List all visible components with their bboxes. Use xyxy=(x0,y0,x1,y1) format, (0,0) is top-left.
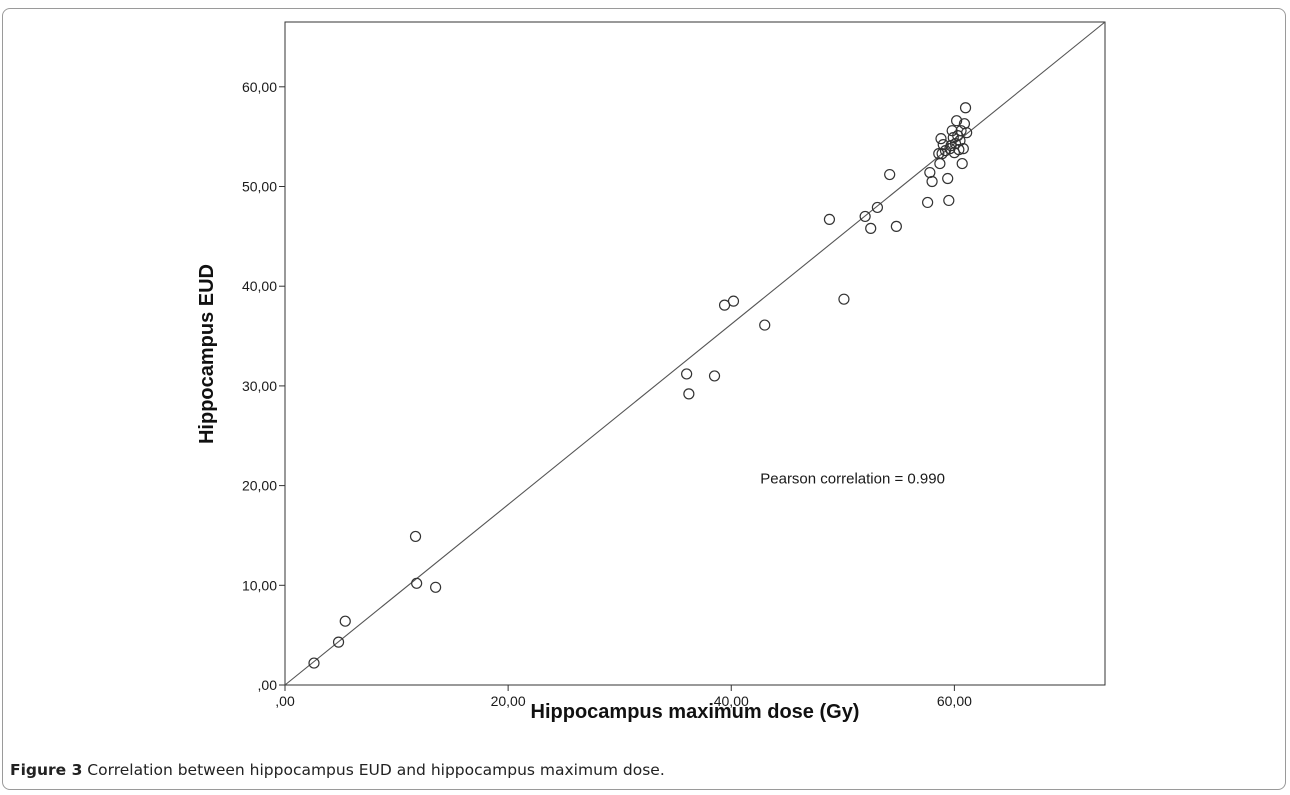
data-point-43 xyxy=(936,148,948,160)
y-tick-label-0: ,00 xyxy=(258,677,278,693)
data-point-5 xyxy=(430,581,442,593)
x-axis-title: Hippocampus maximum dose (Gy) xyxy=(531,701,860,723)
data-point-19 xyxy=(922,196,934,209)
caption-text: Correlation between hippocampus EUD and … xyxy=(82,761,665,779)
x-tick-label-1: 20,00 xyxy=(491,693,526,709)
fit-line xyxy=(284,21,1106,686)
data-point-3 xyxy=(409,530,422,543)
x-axis: ,00 20,00 40,00 60,00 xyxy=(275,685,972,709)
data-point-12 xyxy=(823,213,836,226)
data-points xyxy=(308,102,973,669)
y-tick-label-6: 60,00 xyxy=(242,79,277,95)
data-point-0 xyxy=(308,657,320,669)
data-point-17 xyxy=(884,168,896,181)
data-point-41 xyxy=(959,102,972,114)
data-point-24 xyxy=(935,133,947,145)
data-point-15 xyxy=(865,222,877,234)
y-tick-label-5: 50,00 xyxy=(242,179,277,195)
x-tick-label-3: 60,00 xyxy=(937,693,972,709)
data-point-21 xyxy=(926,175,938,188)
y-tick-label-1: 10,00 xyxy=(242,577,277,593)
data-point-4 xyxy=(411,577,423,589)
data-point-6 xyxy=(681,368,693,380)
data-point-13 xyxy=(838,293,850,305)
data-point-34 xyxy=(951,115,963,127)
data-point-2 xyxy=(339,615,351,627)
data-point-45 xyxy=(954,135,966,147)
data-point-8 xyxy=(708,370,721,382)
y-tick-label-3: 30,00 xyxy=(242,378,277,394)
data-point-44 xyxy=(945,140,957,152)
fit-line-group xyxy=(284,21,1106,686)
y-axis: ,00 10,00 20,00 30,00 40,00 50,00 60,00 xyxy=(242,79,285,693)
data-point-38 xyxy=(956,157,968,170)
data-point-18 xyxy=(890,220,902,232)
data-point-28 xyxy=(943,194,955,207)
pearson-annotation: Pearson correlation = 0.990 xyxy=(760,471,945,488)
figure-caption: Figure 3 Correlation between hippocampus… xyxy=(10,761,665,779)
y-axis-title: Hippocampus EUD xyxy=(196,264,218,444)
data-point-10 xyxy=(727,295,740,307)
data-point-14 xyxy=(859,210,871,223)
data-point-16 xyxy=(871,201,884,214)
y-tick-label-4: 40,00 xyxy=(242,278,277,294)
data-point-11 xyxy=(759,319,771,331)
data-point-25 xyxy=(937,139,949,151)
x-tick-label-2: 40,00 xyxy=(714,693,749,709)
scatter-chart: ,00 10,00 20,00 30,00 40,00 50,00 60,00 ,00 20,… xyxy=(196,21,1106,723)
y-tick-label-2: 20,00 xyxy=(242,478,277,494)
data-point-7 xyxy=(683,388,695,400)
data-point-1 xyxy=(332,636,345,648)
data-point-27 xyxy=(942,172,954,185)
caption-lead: Figure 3 xyxy=(10,761,83,779)
x-tick-label-0: ,00 xyxy=(275,693,295,709)
data-point-42 xyxy=(961,127,973,139)
